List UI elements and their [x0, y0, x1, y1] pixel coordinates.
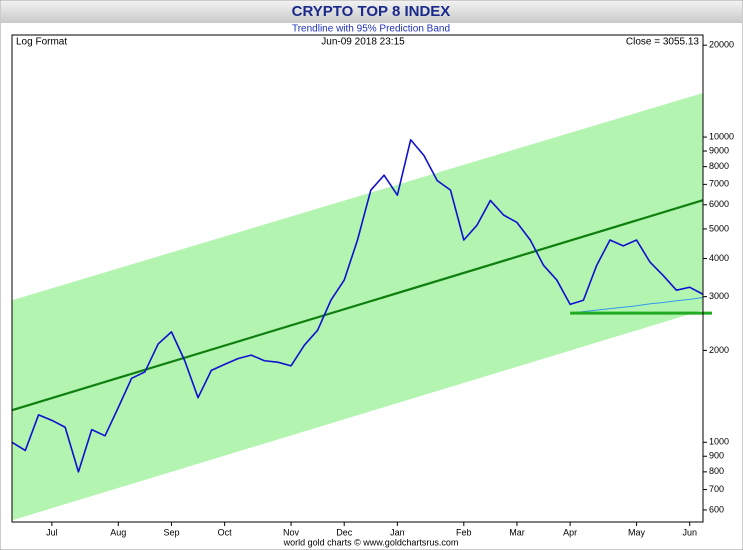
series-line: [570, 297, 704, 314]
x-tick-label: Sep: [163, 527, 179, 537]
y-tick-label: 700: [709, 484, 724, 494]
y-tick-label: 8000: [709, 161, 729, 171]
y-tick-label: 1000: [709, 437, 729, 447]
y-tick-label: 800: [709, 466, 724, 476]
y-tick-label: 20000: [709, 40, 734, 50]
x-tick-label: Jul: [46, 527, 58, 537]
close-label: Close = 3055.13: [626, 37, 700, 48]
footer: world gold charts © www.goldchartsrus.co…: [283, 537, 459, 547]
y-tick-label: 6000: [709, 199, 729, 209]
x-tick-label: Oct: [218, 527, 233, 537]
x-tick-label: Dec: [336, 527, 353, 537]
x-tick-label: Jan: [390, 527, 405, 537]
x-tick-label: Apr: [563, 527, 577, 537]
y-tick-label: 9000: [709, 145, 729, 155]
plot-area: [11, 93, 712, 521]
y-tick-label: 2000: [709, 345, 729, 355]
trend-line: [11, 199, 704, 412]
x-tick-label: May: [628, 527, 646, 537]
y-tick-label: 4000: [709, 253, 729, 263]
y-tick-label: 3000: [709, 291, 729, 301]
chart-title: CRYPTO TOP 8 INDEX: [292, 3, 451, 20]
prediction-band: [12, 93, 703, 521]
y-tick-label: 600: [709, 504, 724, 514]
series-line: [11, 138, 704, 473]
header-bar: [1, 1, 742, 23]
y-tick-label: 5000: [709, 223, 729, 233]
y-tick-label: 7000: [709, 179, 729, 189]
timestamp: Jun-09 2018 23:15: [321, 37, 405, 48]
x-tick-label: Nov: [283, 527, 300, 537]
y-tick-label: 900: [709, 451, 724, 461]
x-tick-label: Mar: [509, 527, 525, 537]
plot-border: [11, 34, 704, 523]
x-tick-label: Jun: [682, 527, 697, 537]
scale-note: Log Format: [16, 37, 67, 48]
x-tick-label: Feb: [456, 527, 472, 537]
y-tick-label: 10000: [709, 131, 734, 141]
chart-subtitle: Trendline with 95% Prediction Band: [292, 24, 450, 35]
x-tick-label: Aug: [110, 527, 126, 537]
